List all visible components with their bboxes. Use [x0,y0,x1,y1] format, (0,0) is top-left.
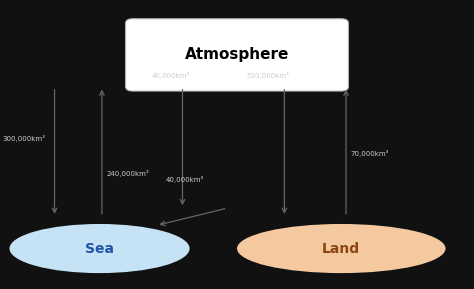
Text: Land: Land [322,242,360,255]
FancyBboxPatch shape [126,19,348,91]
Text: Sea: Sea [85,242,114,255]
Text: 300,000km³: 300,000km³ [2,135,45,142]
Text: 240,000km³: 240,000km³ [107,170,149,177]
Text: 70,000km³: 70,000km³ [351,150,389,157]
Text: 40,000km³: 40,000km³ [152,72,190,79]
Ellipse shape [237,224,446,273]
Text: 40,000km³: 40,000km³ [166,176,204,183]
Ellipse shape [9,224,190,273]
Text: Atmosphere: Atmosphere [185,47,289,62]
Text: 530,000km³: 530,000km³ [246,72,289,79]
